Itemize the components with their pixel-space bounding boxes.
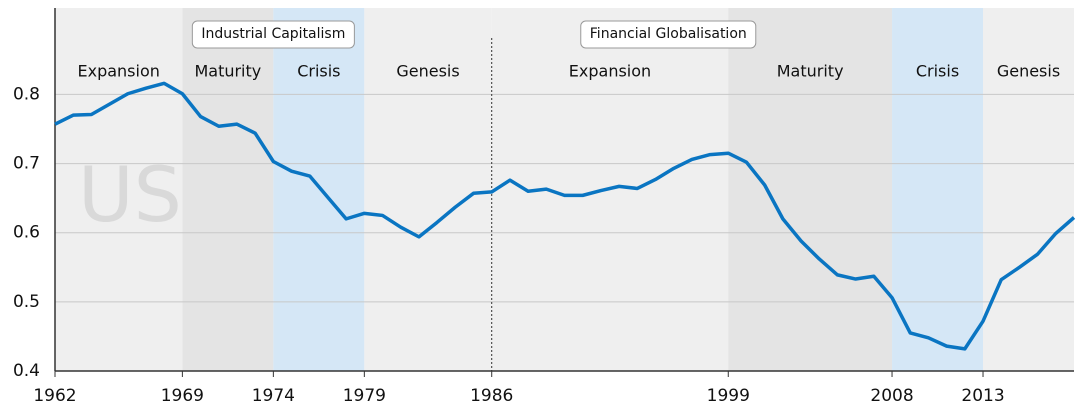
era-label: Financial Globalisation	[590, 26, 747, 42]
era-box	[191, 20, 355, 49]
y-tick-label: 0.6	[13, 223, 40, 243]
phase-label: Expansion	[77, 62, 159, 81]
phase-label: Crisis	[916, 62, 959, 81]
phase-band	[728, 8, 893, 371]
era-label: Industrial Capitalism	[201, 26, 345, 42]
x-tick-label: 1969	[161, 386, 204, 406]
phase-band	[182, 8, 274, 371]
y-tick-label: 0.7	[13, 154, 40, 174]
watermark: US	[78, 150, 182, 239]
phase-label: Genesis	[396, 62, 459, 81]
era-box	[580, 20, 757, 49]
y-tick-label: 0.4	[13, 361, 40, 381]
y-tick-label: 0.8	[13, 84, 40, 104]
data-line	[54, 81, 1076, 351]
x-tick-label: 1974	[252, 386, 295, 406]
x-tick-label: 2013	[961, 386, 1004, 406]
phase-band	[983, 8, 1074, 371]
phase-label: Maturity	[194, 62, 261, 81]
x-tick-label: 1962	[33, 386, 76, 406]
x-tick-label: 1986	[470, 386, 513, 406]
phase-label: Genesis	[997, 62, 1060, 81]
phase-label: Maturity	[777, 62, 844, 81]
phase-band	[55, 8, 183, 371]
phase-label: Crisis	[297, 62, 340, 81]
phase-band	[892, 8, 984, 371]
phase-band	[364, 8, 492, 371]
x-tick-label: 1999	[707, 386, 750, 406]
phase-band	[273, 8, 365, 371]
y-tick-label: 0.5	[13, 292, 40, 312]
x-tick-label: 1979	[343, 386, 386, 406]
x-tick-label: 2008	[870, 386, 913, 406]
phase-label: Expansion	[569, 62, 651, 81]
